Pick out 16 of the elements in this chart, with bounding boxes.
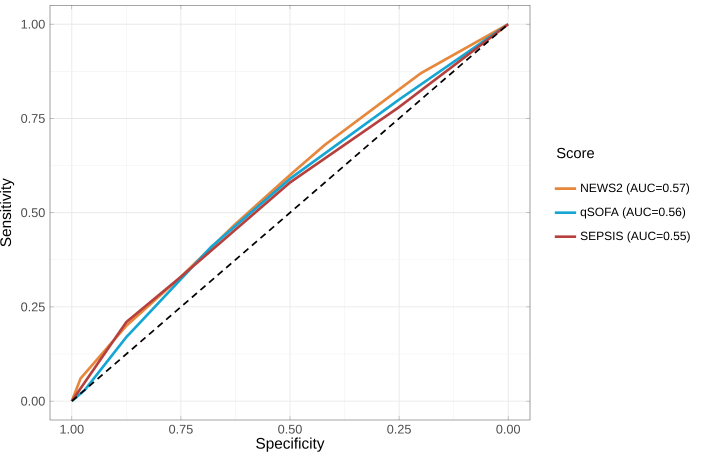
x-axis-title: Specificity (256, 438, 324, 452)
legend-label: NEWS2 (AUC=0.57) (581, 183, 690, 194)
legend-label: SEPSIS (AUC=0.55) (580, 231, 690, 243)
x-tick-label: 0.75 (169, 424, 193, 434)
y-tick-label: 0.50 (21, 208, 45, 218)
y-tick-label: 0.25 (21, 302, 45, 312)
legend-title: Score (556, 148, 594, 158)
y-tick-label: 0.00 (21, 396, 45, 406)
x-tick-label: 1.00 (60, 424, 84, 434)
legend-label: qSOFA (AUC=0.56) (580, 207, 686, 218)
x-tick-label: 0.25 (387, 424, 411, 434)
y-tick-label: 1.00 (22, 20, 45, 29)
x-tick-label: 0.00 (496, 424, 520, 434)
x-tick-label: 0.50 (278, 424, 302, 434)
y-tick-label: 0.75 (21, 114, 45, 123)
y-axis-title: Sensitivity (0, 178, 14, 246)
